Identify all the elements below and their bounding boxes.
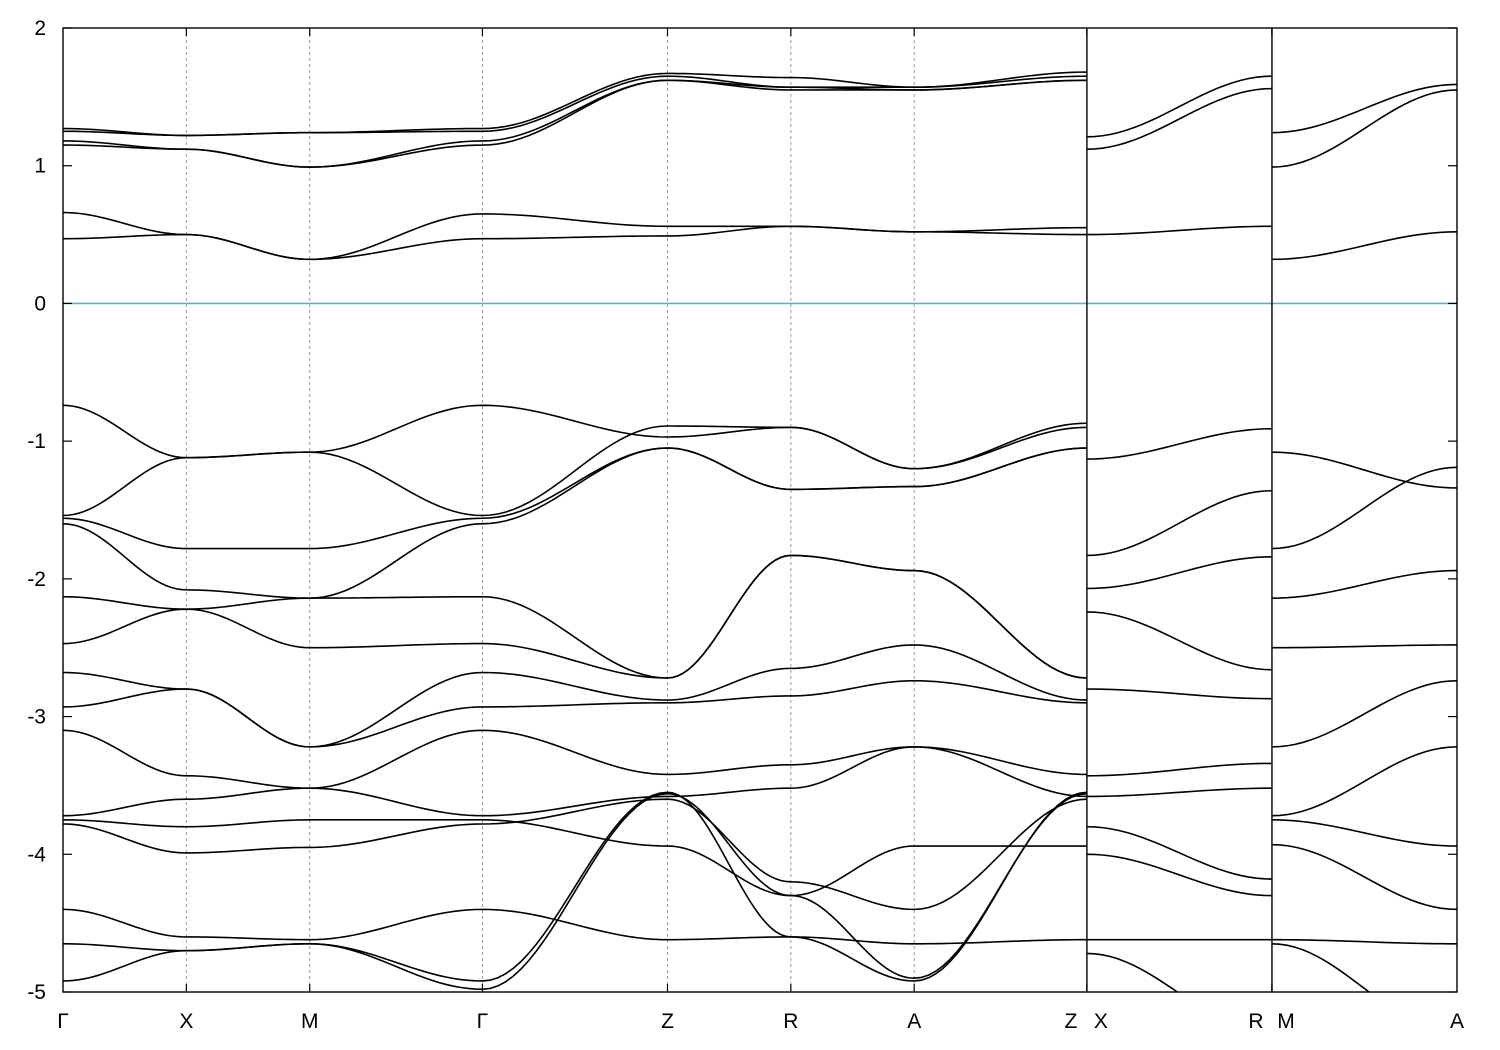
band-line xyxy=(1271,679,1457,748)
band-lines xyxy=(63,71,1457,992)
x-tick-label: X xyxy=(1094,1010,1108,1033)
band-line xyxy=(63,425,1087,517)
x-tick-label: A xyxy=(1450,1010,1464,1033)
y-tick-label: -2 xyxy=(27,568,46,591)
y-tick-label: -3 xyxy=(27,706,46,729)
band-line xyxy=(1086,427,1272,460)
band-line xyxy=(1271,943,1371,992)
band-line xyxy=(1086,952,1179,992)
band-line xyxy=(63,798,1087,911)
y-tick-label: -1 xyxy=(27,430,46,453)
band-line xyxy=(63,908,1087,945)
band-line xyxy=(63,554,1087,679)
x-tick-label: X xyxy=(179,1010,193,1033)
x-tick-label: M xyxy=(301,1010,319,1033)
band-line xyxy=(1086,87,1272,150)
y-tick-label: 1 xyxy=(34,155,46,178)
band-line xyxy=(63,819,1087,897)
x-tick-label: R xyxy=(1248,1010,1263,1033)
band-line xyxy=(63,792,1087,991)
band-line xyxy=(1271,466,1457,550)
band-line xyxy=(1086,75,1272,138)
band-line xyxy=(1086,225,1272,236)
band-line xyxy=(1271,644,1457,649)
band-line xyxy=(1086,825,1272,880)
x-tick-label: A xyxy=(907,1010,921,1033)
band-line xyxy=(1086,611,1272,671)
y-tick-label: -4 xyxy=(27,843,46,866)
band-line xyxy=(63,447,1087,599)
y-tick-label: 0 xyxy=(34,292,46,315)
band-line xyxy=(1086,556,1272,590)
band-line xyxy=(1271,231,1457,261)
band-line xyxy=(1271,83,1457,134)
y-axis: 2 1 0 -1 -2 -3 -4 -5 xyxy=(27,17,1457,1004)
band-line xyxy=(63,746,1087,817)
x-tick-label: Γ xyxy=(477,1010,489,1033)
band-line xyxy=(63,729,1087,789)
y-tick-label: -5 xyxy=(27,981,46,1004)
band-line xyxy=(1271,89,1457,168)
band-line xyxy=(63,225,1087,261)
band-line xyxy=(1086,787,1272,798)
y-tick-label: 2 xyxy=(34,17,46,40)
band-line xyxy=(1086,489,1272,557)
x-tick-label: Z xyxy=(1064,1010,1077,1033)
band-line xyxy=(1271,746,1457,817)
x-tick-label: Γ xyxy=(57,1010,69,1033)
band-line xyxy=(1086,762,1272,777)
band-line xyxy=(1086,688,1272,700)
band-line xyxy=(1271,569,1457,599)
band-line xyxy=(1271,819,1457,847)
segment-dividers xyxy=(1086,28,1273,992)
band-line xyxy=(1271,938,1457,945)
band-line xyxy=(1086,853,1272,897)
x-tick-label: R xyxy=(783,1010,798,1033)
band-line xyxy=(63,679,1087,748)
x-tick-label: Z xyxy=(661,1010,674,1033)
x-tick-label: M xyxy=(1277,1010,1295,1033)
grid-lines xyxy=(185,28,915,992)
band-line xyxy=(63,79,1087,168)
band-line xyxy=(1271,843,1457,911)
plot-frame xyxy=(62,27,1458,993)
band-line xyxy=(1271,451,1457,489)
band-line xyxy=(63,75,1087,137)
